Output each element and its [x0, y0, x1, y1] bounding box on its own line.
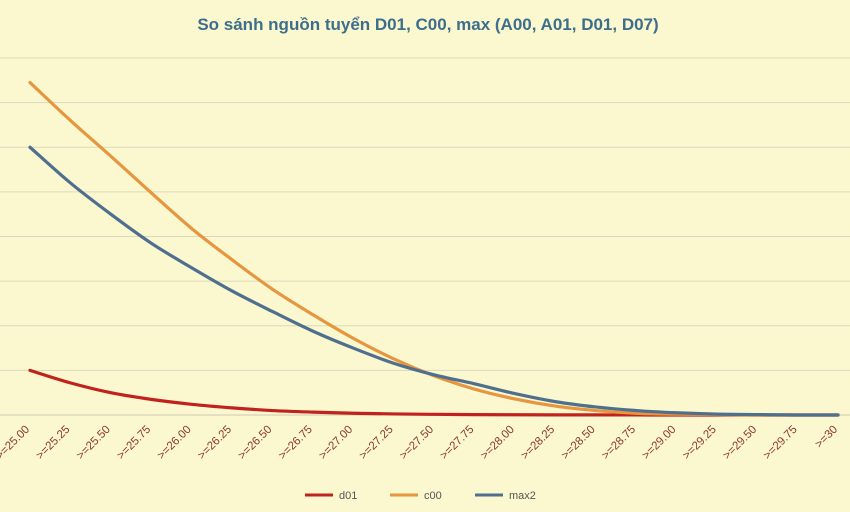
x-axis-ticks: >=25.00 >=25.25 >=25.50 >=25.75 >=26.00 >=26.…	[0, 424, 840, 462]
series-lines	[28, 80, 840, 417]
series-line-max2	[28, 145, 840, 417]
x-tick-label: >=28.50	[559, 424, 597, 462]
x-tick-label: >=25.50	[75, 424, 113, 462]
x-tick-label: >=26.50	[236, 424, 274, 462]
legend-label: max2	[509, 490, 536, 502]
x-tick-label: >=28.75	[600, 424, 638, 462]
x-tick-label: >=25.75	[115, 424, 153, 462]
x-tick-label: >=28.25	[519, 424, 557, 462]
x-tick-label: >=29.00	[640, 424, 678, 462]
x-tick-label: >=29.50	[721, 424, 759, 462]
x-tick-label: >=29.25	[681, 424, 719, 462]
x-tick-label: >=26.00	[155, 424, 193, 462]
chart-title: So sánh nguồn tuyển D01, C00, max (A00, …	[197, 15, 658, 34]
legend-item-c00: c00	[390, 490, 442, 502]
legend: d01 c00 max2	[305, 490, 536, 502]
x-tick-label: >=30	[813, 424, 840, 451]
legend-label: d01	[339, 490, 357, 502]
x-tick-label: >=27.00	[317, 424, 355, 462]
x-tick-label: >=27.50	[398, 424, 436, 462]
x-tick-label: >=28.00	[479, 424, 517, 462]
x-tick-label: >=29.75	[761, 424, 799, 462]
x-tick-label: >=27.75	[438, 424, 476, 462]
x-tick-label: >=27.25	[357, 424, 395, 462]
x-tick-label: >=26.25	[196, 424, 234, 462]
x-tick-label: >=25.25	[34, 424, 72, 462]
gridlines	[0, 57, 850, 416]
x-tick-label: >=26.75	[277, 424, 315, 462]
x-tick-label: >=25.00	[0, 424, 32, 462]
series-line-c00	[28, 80, 840, 417]
legend-item-max2: max2	[475, 490, 536, 502]
legend-label: c00	[424, 490, 442, 502]
legend-item-d01: d01	[305, 490, 357, 502]
